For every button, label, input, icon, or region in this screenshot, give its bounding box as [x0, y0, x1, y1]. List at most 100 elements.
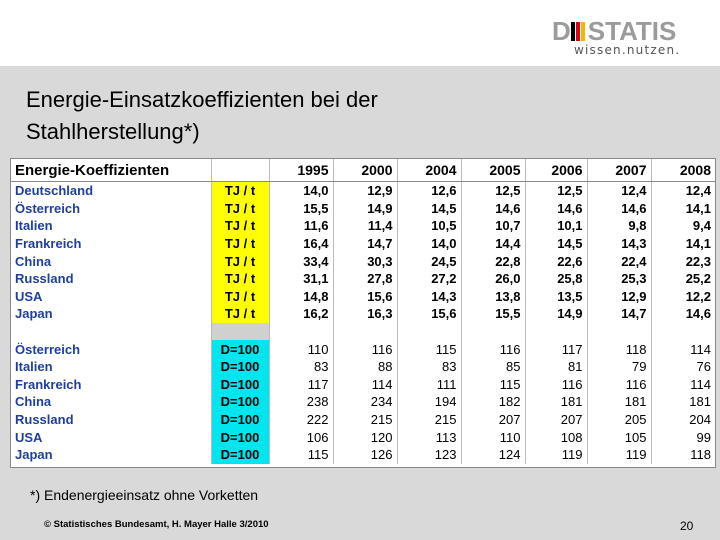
value-cell: 15,6	[397, 305, 462, 323]
value-cell: 14,3	[397, 287, 462, 306]
spacer-cell	[269, 322, 334, 341]
value-cell: 117	[525, 340, 588, 358]
spacer-cell	[651, 323, 715, 341]
unit-cell: TJ / t	[211, 305, 270, 323]
spacer-cell	[397, 322, 462, 341]
value-cell: 27,2	[397, 269, 462, 288]
table-spacer-row	[11, 322, 715, 341]
unit-cell: D=100	[211, 428, 270, 446]
table-row: Russland D=100 222 215 215 207 207 205 204	[11, 410, 715, 429]
value-cell: 12,5	[461, 181, 526, 200]
value-cell: 9,4	[692, 218, 711, 234]
value-cell: 205	[587, 410, 652, 429]
value-cell: 116	[333, 340, 398, 358]
value-cell: 118	[690, 447, 711, 463]
value-cell: 114	[690, 376, 711, 392]
country-cell: USA	[11, 428, 212, 446]
unit-cell: TJ / t	[211, 217, 270, 235]
value-cell: 22,4	[587, 252, 652, 270]
table-row: USA TJ / t 14,8 15,6 14,3 13,8 13,5 12,9 12,2	[11, 287, 715, 306]
value-cell: 14,9	[525, 305, 588, 323]
unit-cell: D=100	[211, 393, 270, 411]
country-cell: Österreich	[11, 199, 212, 218]
unit-cell: D=100	[211, 410, 270, 429]
value-cell: 12,9	[587, 287, 652, 306]
destatis-logo[interactable]: D STATIS wissen.nutzen.	[552, 16, 702, 57]
table-row: Frankreich TJ / t 16,4 14,7 14,0 14,4 14,5 14,3…	[11, 234, 715, 253]
value-cell: 215	[397, 410, 462, 429]
table-header-row: Energie-Koeffizienten 1995 2000 2004 200…	[11, 159, 715, 182]
unit-cell: TJ / t	[211, 234, 270, 253]
value-cell: 14,6	[587, 199, 652, 218]
value-cell: 113	[397, 428, 462, 446]
data-table: Energie-Koeffizienten 1995 2000 2004 200…	[11, 159, 715, 464]
value-cell: 119	[525, 445, 588, 464]
value-cell: 204	[689, 412, 711, 428]
table-row: Japan D=100 115 126 123 124 119 119 118	[11, 445, 715, 464]
header-year: 2008	[651, 159, 715, 182]
value-cell: 14,7	[333, 234, 398, 253]
value-cell: 15,6	[333, 287, 398, 306]
slide-title: Energie-Einsatzkoeffizienten bei der Sta…	[26, 84, 586, 148]
value-cell: 14,6	[461, 199, 526, 218]
value-cell: 115	[461, 375, 526, 394]
value-cell: 116	[525, 375, 588, 394]
logo-slogan: wissen.nutzen.	[574, 43, 681, 57]
header-year: 2007	[587, 159, 652, 182]
table-row: Russland TJ / t 31,1 27,8 27,2 26,0 25,8 25,3 25…	[11, 269, 715, 288]
value-cell: 16,2	[269, 305, 334, 323]
country-cell: Italien	[11, 217, 212, 235]
value-cell: 13,5	[525, 287, 588, 306]
value-cell: 22,8	[461, 252, 526, 270]
table-row: Österreich D=100 110 116 115 116 117 118 114	[11, 340, 715, 358]
spacer-cell	[211, 322, 270, 341]
value-cell: 14,3	[587, 234, 652, 253]
footnote: *) Endenergieeinsatz ohne Vorketten	[30, 487, 259, 503]
value-cell: 14,6	[685, 306, 711, 322]
value-cell: 194	[397, 393, 462, 411]
value-cell: 14,7	[587, 305, 652, 323]
value-cell: 25,8	[525, 269, 588, 288]
logo-wordmark: D STATIS	[552, 16, 677, 46]
table-row: USA D=100 106 120 113 110 108 105 99	[11, 428, 715, 446]
value-cell: 207	[525, 410, 588, 429]
table-row: Italien TJ / t 11,6 11,4 10,5 10,7 10,1 9,8 9,4	[11, 217, 715, 235]
value-cell: 12,4	[685, 183, 711, 199]
value-cell: 14,5	[397, 199, 462, 218]
value-cell: 123	[397, 445, 462, 464]
spacer-cell	[525, 322, 588, 341]
header-year: 1995	[269, 159, 334, 182]
value-cell: 234	[333, 393, 398, 411]
country-cell: Deutschland	[11, 181, 212, 200]
unit-cell: TJ / t	[211, 181, 270, 200]
table-row: Deutschland TJ / t 14,0 12,9 12,6 12,5 12,5 12,…	[11, 181, 715, 200]
value-cell: 115	[397, 340, 462, 358]
value-cell: 12,4	[587, 181, 652, 200]
value-cell: 182	[461, 393, 526, 411]
value-cell: 111	[397, 375, 462, 394]
table-row: Frankreich D=100 117 114 111 115 116 116 114	[11, 375, 715, 394]
value-cell: 16,3	[333, 305, 398, 323]
page-number: 20	[680, 519, 694, 533]
country-cell: Russland	[11, 410, 212, 429]
value-cell: 99	[696, 429, 711, 445]
value-cell: 126	[333, 445, 398, 464]
value-cell: 14,6	[525, 199, 588, 218]
value-cell: 14,4	[461, 234, 526, 253]
value-cell: 110	[269, 340, 334, 358]
unit-cell: TJ / t	[211, 199, 270, 218]
header-year: 2000	[333, 159, 398, 182]
unit-cell: TJ / t	[211, 252, 270, 270]
value-cell: 30,3	[333, 252, 398, 270]
value-cell: 181	[525, 393, 588, 411]
value-cell: 85	[461, 357, 526, 376]
value-cell: 13,8	[461, 287, 526, 306]
value-cell: 25,3	[587, 269, 652, 288]
value-cell: 119	[587, 445, 652, 464]
value-cell: 124	[461, 445, 526, 464]
value-cell: 238	[269, 393, 334, 411]
value-cell: 25,2	[685, 271, 711, 287]
unit-cell: D=100	[211, 375, 270, 394]
value-cell: 10,1	[525, 217, 588, 235]
table-row: Japan TJ / t 16,2 16,3 15,6 15,5 14,9 14,7 14,6	[11, 305, 715, 323]
